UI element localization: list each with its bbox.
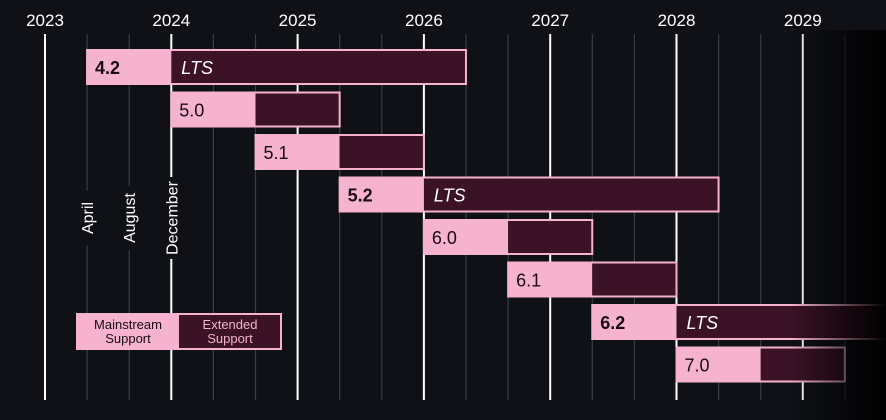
version-label-4.2: 4.2 [95,58,120,78]
mainstream-bar-5.0 [171,92,256,127]
version-label-5.1: 5.1 [264,143,289,163]
year-label-2028: 2028 [658,11,696,30]
version-label-6.2: 6.2 [600,313,625,333]
right-edge-fade [790,30,886,420]
bar-outline-5.1 [254,134,425,170]
month-label-bg [77,190,98,246]
release-6.0: 6.0 [422,219,594,255]
release-4.2: 4.2 LTS [86,49,467,85]
legend-extended-label: Extended Support [203,317,258,346]
legend-mainstream-label: Mainstream Support [94,317,162,346]
mainstream-bar-5.2 [339,177,424,212]
legend-mainstream-swatch [77,314,179,349]
release-6.1: 6.1 [507,261,678,298]
legend-outline [76,313,282,350]
bar-outline-6.1 [507,261,678,298]
year-label-2026: 2026 [405,11,443,30]
bar-outline-5.2 [338,176,720,213]
release-5.1: 5.1 [254,134,425,170]
release-5.2: 5.2 LTS [338,176,720,213]
month-label-bg [119,186,140,250]
lts-label-4.2: LTS [181,58,213,78]
mainstream-bar-7.0 [676,347,761,382]
bar-outline-6.2 [591,304,886,340]
extended-bar-5.2 [423,177,719,212]
extended-bar-6.1 [592,262,677,297]
month-label-april: April [80,202,97,234]
release-5.0: 5.0 [170,91,341,128]
version-label-5.2: 5.2 [348,186,373,206]
extended-bar-5.0 [255,92,340,127]
extended-bar-5.1 [339,135,424,169]
year-label-2024: 2024 [152,11,190,30]
bar-outline-4.2 [86,49,467,85]
mainstream-bar-6.1 [508,262,593,297]
legend-extended-swatch [179,314,281,349]
mainstream-bar-5.1 [255,135,340,169]
year-label-2029: 2029 [784,11,822,30]
extended-bar-6.0 [508,220,593,254]
version-label-7.0: 7.0 [685,356,710,376]
extended-bar-4.2 [171,50,466,84]
year-label-2023: 2023 [26,11,64,30]
month-label-bg [161,177,182,259]
lts-label-6.2: LTS [687,313,719,333]
lts-label-5.2: LTS [434,186,466,206]
version-label-6.1: 6.1 [516,271,541,291]
month-label-december: December [164,180,181,254]
bar-outline-6.0 [422,219,594,255]
version-label-5.0: 5.0 [179,101,204,121]
year-label-2025: 2025 [279,11,317,30]
bar-outline-5.0 [170,91,341,128]
mainstream-bar-6.2 [592,305,677,339]
month-label-august: August [122,193,139,243]
year-label-2027: 2027 [531,11,569,30]
mainstream-bar-4.2 [87,50,172,84]
version-label-6.0: 6.0 [432,228,457,248]
mainstream-bar-6.0 [423,220,509,254]
legend: Mainstream Support Extended Support [76,313,282,350]
